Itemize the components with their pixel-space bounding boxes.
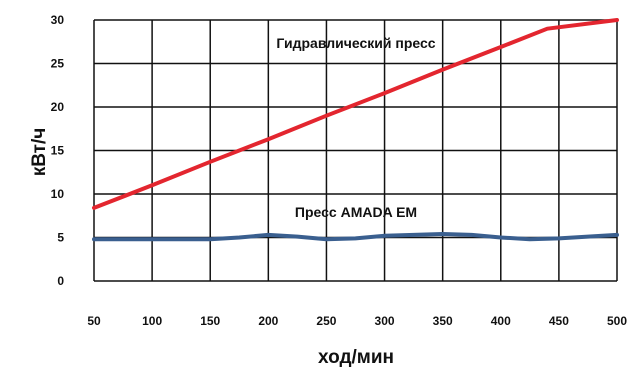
series-lines (92, 18, 619, 242)
series-label-2: Пресс AMADA EM (295, 204, 417, 220)
y-tick-label: 5 (57, 231, 64, 245)
y-tick-label: 25 (51, 57, 65, 71)
x-axis-title: ход/мин (318, 347, 394, 368)
series-label-1: Гидравлический пресс (276, 35, 435, 51)
x-tick-label: 150 (200, 314, 220, 328)
y-tick-label: 15 (51, 144, 65, 158)
x-tick-label: 450 (549, 314, 569, 328)
y-tick-label: 30 (51, 13, 65, 27)
y-tick-label: 0 (57, 274, 64, 288)
y-axis-title: кВт/ч (29, 128, 50, 177)
x-tick-label: 200 (258, 314, 278, 328)
x-tick-label: 400 (491, 314, 511, 328)
y-tick-label: 20 (51, 100, 65, 114)
series-labels: Гидравлический пресс Пресс AMADA EM (276, 35, 435, 220)
x-tick-label: 100 (142, 314, 162, 328)
x-tick-label: 250 (316, 314, 336, 328)
x-tick-label: 500 (607, 314, 627, 328)
x-tick-label: 350 (433, 314, 453, 328)
tick-labels: 0 5 10 15 20 25 30 50 100 150 200 250 300 350 400 450 50… (51, 13, 628, 328)
x-tick-label: 300 (375, 314, 395, 328)
grid (93, 19, 618, 282)
series-line-1 (92, 18, 619, 210)
series-line-2 (92, 232, 619, 242)
x-tick-label: 50 (87, 314, 101, 328)
y-tick-label: 10 (51, 187, 65, 201)
